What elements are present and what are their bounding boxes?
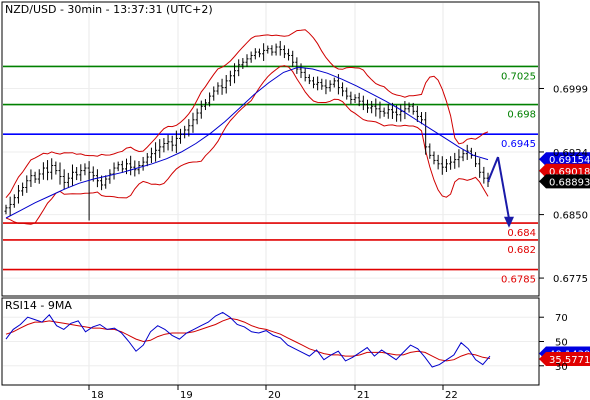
price-tag	[539, 163, 590, 178]
projection-arrow	[487, 156, 514, 228]
price-tag-label: 0.68893	[549, 177, 590, 188]
x-tick-label: 19	[180, 390, 193, 400]
y-tick-label: 0.6775	[553, 274, 588, 285]
level-label: 0.698	[507, 110, 536, 121]
rsi-line	[5, 311, 491, 368]
price-tag	[539, 352, 590, 367]
rsi-lines	[5, 311, 491, 368]
x-tick-label: 20	[268, 390, 281, 400]
x-tick-label: 18	[91, 390, 104, 400]
rsi-ma-line	[5, 317, 491, 362]
price-tag	[539, 174, 590, 189]
level-label: 0.6945	[501, 139, 536, 150]
price-panel-frame	[1, 1, 540, 297]
level-label: 0.7025	[501, 71, 536, 82]
rsi-y-tick-label: 50	[555, 338, 568, 349]
level-label: 0.6785	[501, 275, 536, 286]
rsi-title: RSI14 - 9MA	[5, 299, 72, 312]
lower-band	[5, 65, 489, 225]
y-tick-label: 0.6850	[553, 211, 588, 222]
level-label: 0.682	[507, 245, 536, 256]
y-axis-ticks: 0.6999 0.6924 0.6850 0.6775 70 50 30	[539, 84, 588, 373]
projection-lead	[487, 156, 499, 182]
x-tick-label: 22	[445, 390, 458, 400]
y-tick-label: 0.6999	[553, 84, 588, 95]
level-label: 0.684	[507, 228, 536, 239]
rsi-y-tick-label: 30	[555, 362, 568, 373]
projection-line	[497, 156, 510, 219]
x-tick-label: 21	[357, 390, 370, 400]
x-axis-ticks: 18 19 20 21 22	[88, 385, 458, 400]
price-tag-label: 35.5771	[549, 355, 590, 366]
envelope-bands	[5, 29, 489, 225]
price-tag-label: 0.69154	[549, 155, 590, 166]
price-tag	[539, 152, 590, 167]
upper-band	[5, 29, 489, 199]
rsi-y-tick-label: 70	[555, 313, 568, 324]
moving-average-line	[5, 66, 489, 219]
level-lines: 0.7025 0.698 0.6945 0.684 0.682 0.6785	[3, 65, 538, 286]
y-tick-label: 0.6924	[553, 148, 588, 159]
moving-average	[5, 66, 489, 219]
chart-title: NZD/USD - 30min - 13:37:31 (UTC+2)	[5, 3, 213, 16]
price-tag-label: 0.69018	[549, 167, 590, 178]
projection-arrowhead	[504, 216, 514, 228]
grid	[3, 3, 538, 384]
